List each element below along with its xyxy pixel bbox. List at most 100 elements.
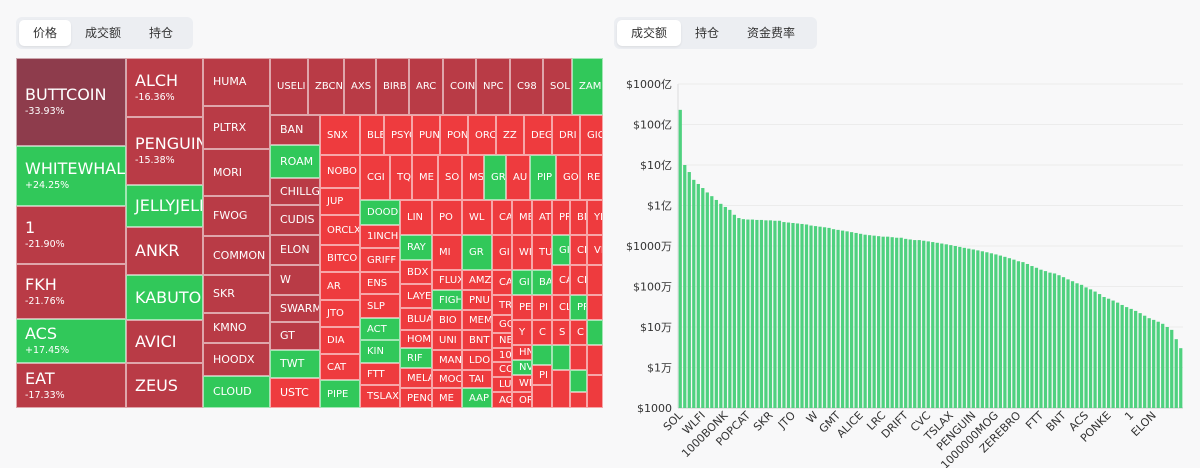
tile-name: GI — [559, 244, 570, 256]
tile-name: CI — [577, 244, 587, 256]
tile-name: ELON — [280, 243, 310, 256]
tile-name: SOL — [550, 81, 570, 92]
tile: AMZ — [462, 270, 492, 290]
bar — [719, 203, 723, 408]
tab[interactable]: 成交额 — [85, 26, 122, 40]
tab[interactable]: 持仓 — [695, 26, 720, 40]
tile: GI — [552, 235, 570, 265]
tile-name: ACS — [25, 324, 57, 343]
bar — [1115, 302, 1120, 408]
tile-name: BLES — [367, 129, 383, 141]
bar — [998, 255, 1003, 408]
tile-name: CGI — [367, 172, 385, 183]
tile: JELLYJELLY — [126, 185, 203, 227]
bar — [1043, 271, 1048, 408]
tile-name: ALCH — [135, 70, 179, 90]
bar — [710, 196, 714, 408]
tile: HOODX — [203, 343, 270, 376]
bar — [886, 236, 890, 408]
tile: ANKR — [126, 227, 203, 275]
tile-name: BIO — [439, 314, 457, 326]
tile-name: PUN — [419, 129, 440, 141]
tile-change: +24.25% — [25, 180, 70, 191]
tile-name: W — [280, 273, 291, 286]
tile-change: -17.33% — [25, 389, 65, 401]
tab[interactable]: 资金费率 — [747, 26, 796, 40]
tile: GRIFF — [360, 248, 400, 272]
tile: ZBCN — [308, 58, 344, 115]
tile-name: AVICI — [135, 331, 177, 351]
tile: USTC — [270, 378, 320, 408]
tile — [587, 345, 603, 375]
bar — [705, 192, 709, 408]
tile: AGI — [492, 392, 512, 408]
tab[interactable]: 持仓 — [149, 26, 174, 40]
tab[interactable]: 成交额 — [617, 20, 682, 46]
tile: ORC — [468, 115, 496, 155]
tile: SNX — [320, 115, 360, 155]
tile: C — [532, 320, 552, 345]
tile-change: -16.36% — [135, 91, 175, 103]
tile-name: GT — [280, 329, 295, 342]
bar — [1061, 277, 1066, 408]
tile-name: JTO — [327, 308, 344, 319]
tile: DIA — [320, 327, 360, 354]
tile: AR — [320, 272, 360, 300]
bar — [678, 109, 682, 408]
tile-name: BDX — [407, 266, 429, 278]
tile-name: TAI — [469, 373, 485, 385]
bar — [845, 231, 849, 408]
tile-name: HN — [519, 347, 531, 358]
y-tick-label: $100亿 — [633, 119, 672, 132]
tile-name: HOODX — [213, 352, 255, 366]
tab[interactable]: 价格 — [19, 20, 72, 46]
tile: PI — [532, 295, 552, 320]
tile: HUMA — [203, 58, 270, 106]
bar — [1138, 313, 1142, 408]
left-tab-group: 价格 成交额 持仓 — [16, 17, 193, 49]
tile-name: HUMA — [213, 75, 247, 88]
bar — [1102, 297, 1106, 408]
tile: MEM — [462, 310, 492, 330]
bar — [1143, 315, 1147, 408]
tile-name: GR — [469, 247, 484, 258]
tile-name: TU — [539, 247, 552, 258]
tile-change: -15.38% — [135, 155, 175, 166]
tile-name: C98 — [517, 81, 537, 92]
bar — [759, 219, 764, 408]
tile: FLUX — [432, 270, 462, 290]
bar — [804, 224, 809, 408]
bar — [818, 226, 822, 408]
tile: ME — [412, 155, 438, 200]
tile-name: ME — [419, 172, 434, 183]
bar — [854, 232, 858, 408]
tile-name: TQ — [397, 172, 411, 183]
tile-name: BNT — [469, 334, 490, 346]
bar — [764, 220, 768, 408]
tile-name: Y — [519, 327, 526, 338]
tile: OR — [512, 392, 532, 408]
tile: ACS +17.45% — [16, 319, 126, 363]
tile-name: DIA — [327, 335, 345, 346]
tile: ROAM — [270, 145, 320, 178]
tile-name: C — [577, 327, 584, 338]
bar — [696, 183, 700, 408]
tile-name: LUN — [499, 379, 512, 390]
bar — [701, 188, 705, 408]
bar — [962, 247, 966, 408]
tile-name: AR — [327, 280, 341, 292]
tile-name: SO — [445, 172, 460, 183]
tile: FIGH — [432, 290, 462, 310]
tile: C — [570, 320, 587, 345]
tile-name: ACT — [367, 323, 387, 335]
tile: RAY — [400, 235, 432, 260]
tile: C98 — [510, 58, 543, 115]
tile: TQ — [390, 155, 412, 200]
bar — [890, 237, 894, 408]
bar — [1034, 267, 1039, 408]
tile: BN — [570, 200, 587, 235]
tile: BNT — [462, 330, 492, 350]
tile-name: BIRB — [383, 81, 407, 92]
bar — [836, 229, 840, 408]
tile-name: BN — [577, 212, 586, 223]
